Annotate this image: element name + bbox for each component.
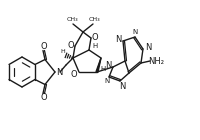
Text: N: N <box>115 34 121 44</box>
Text: NH₂: NH₂ <box>148 57 164 66</box>
Text: O: O <box>92 32 98 41</box>
Text: N: N <box>119 81 125 90</box>
Text: N: N <box>105 60 111 69</box>
Text: H: H <box>92 43 98 49</box>
Polygon shape <box>96 58 101 72</box>
Text: N: N <box>104 78 110 84</box>
Text: H: H <box>61 48 65 53</box>
Text: N: N <box>132 29 138 35</box>
Text: O: O <box>71 69 77 79</box>
Text: CH₃: CH₃ <box>66 17 78 22</box>
Text: O: O <box>68 40 74 50</box>
Text: CH₃: CH₃ <box>88 17 100 22</box>
Text: O: O <box>41 93 47 102</box>
Text: O: O <box>41 42 47 51</box>
Text: N: N <box>145 43 151 52</box>
Text: N: N <box>56 67 62 76</box>
Text: H: H <box>100 66 106 72</box>
